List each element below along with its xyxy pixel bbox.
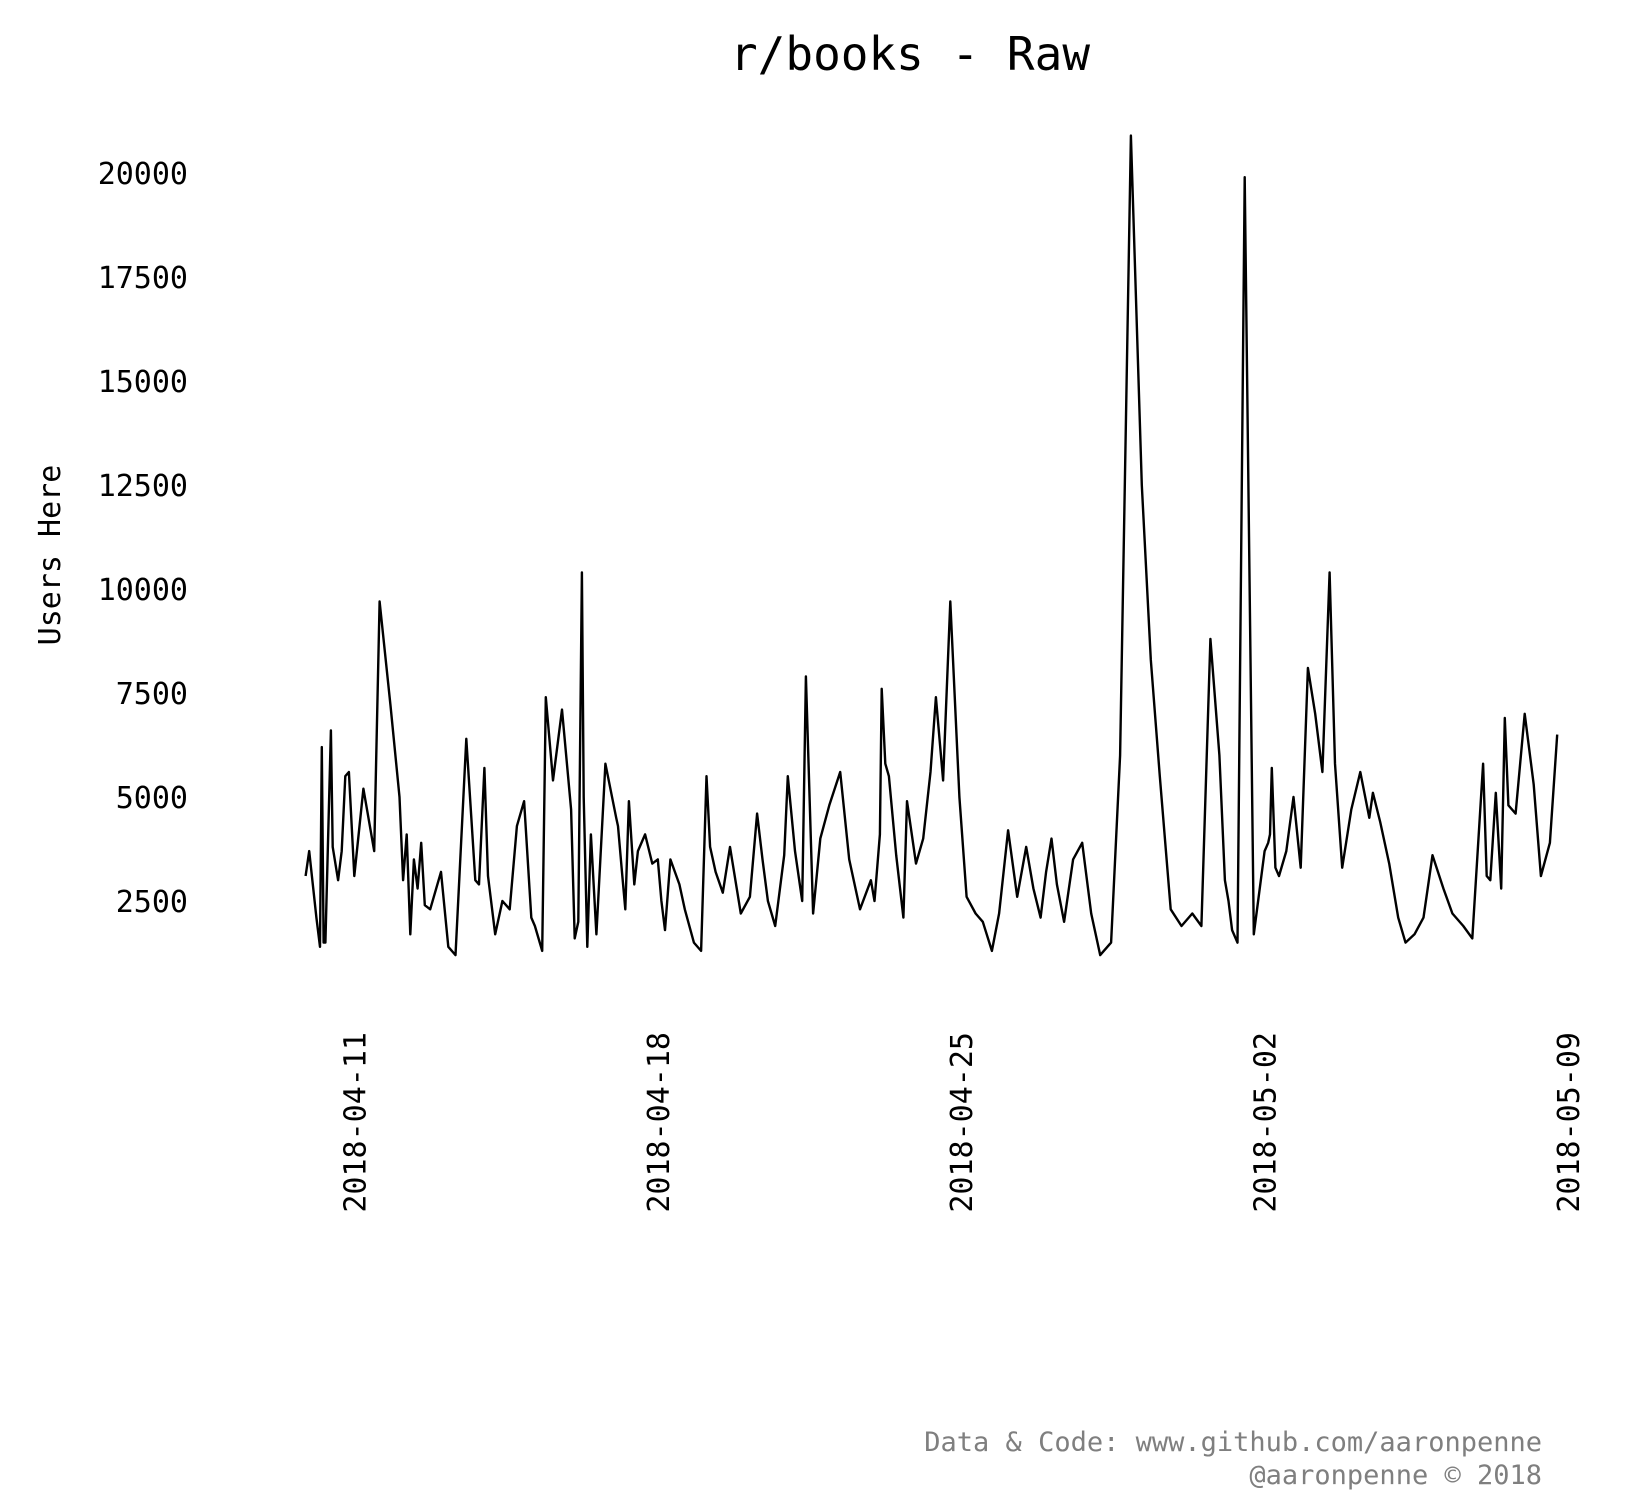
y-tick-label: 7500 [116, 677, 188, 712]
y-tick-label: 17500 [98, 261, 188, 296]
credit-line-1: Data & Code: www.github.com/aaronpenne [924, 1427, 1542, 1458]
y-tick-label: 15000 [98, 365, 188, 400]
y-tick-label: 2500 [116, 885, 188, 920]
x-tick-label: 2018-05-02 [1249, 1032, 1284, 1213]
credit-line-2: @aaronpenne © 2018 [1249, 1460, 1542, 1491]
series-line [304, 134, 1559, 957]
y-tick-label: 12500 [98, 469, 188, 504]
chart-title: r/books - Raw [730, 27, 1090, 81]
x-tick-label: 2018-04-18 [642, 1032, 677, 1213]
x-tick-label: 2018-04-25 [945, 1032, 980, 1213]
y-axis-ticks: 2500 5000 7500 10000 12500 15000 17500 20000 [98, 157, 188, 920]
x-tick-label: 2018-05-09 [1552, 1032, 1587, 1213]
y-tick-label: 5000 [116, 781, 188, 816]
x-axis-ticks: 2018-04-11 2018-04-18 2018-04-25 2018-05-02… [338, 1032, 1587, 1213]
y-axis-label: Users Here [33, 465, 68, 646]
y-tick-label: 10000 [98, 573, 188, 608]
y-tick-label: 20000 [98, 157, 188, 192]
x-tick-label: 2018-04-11 [338, 1032, 373, 1213]
